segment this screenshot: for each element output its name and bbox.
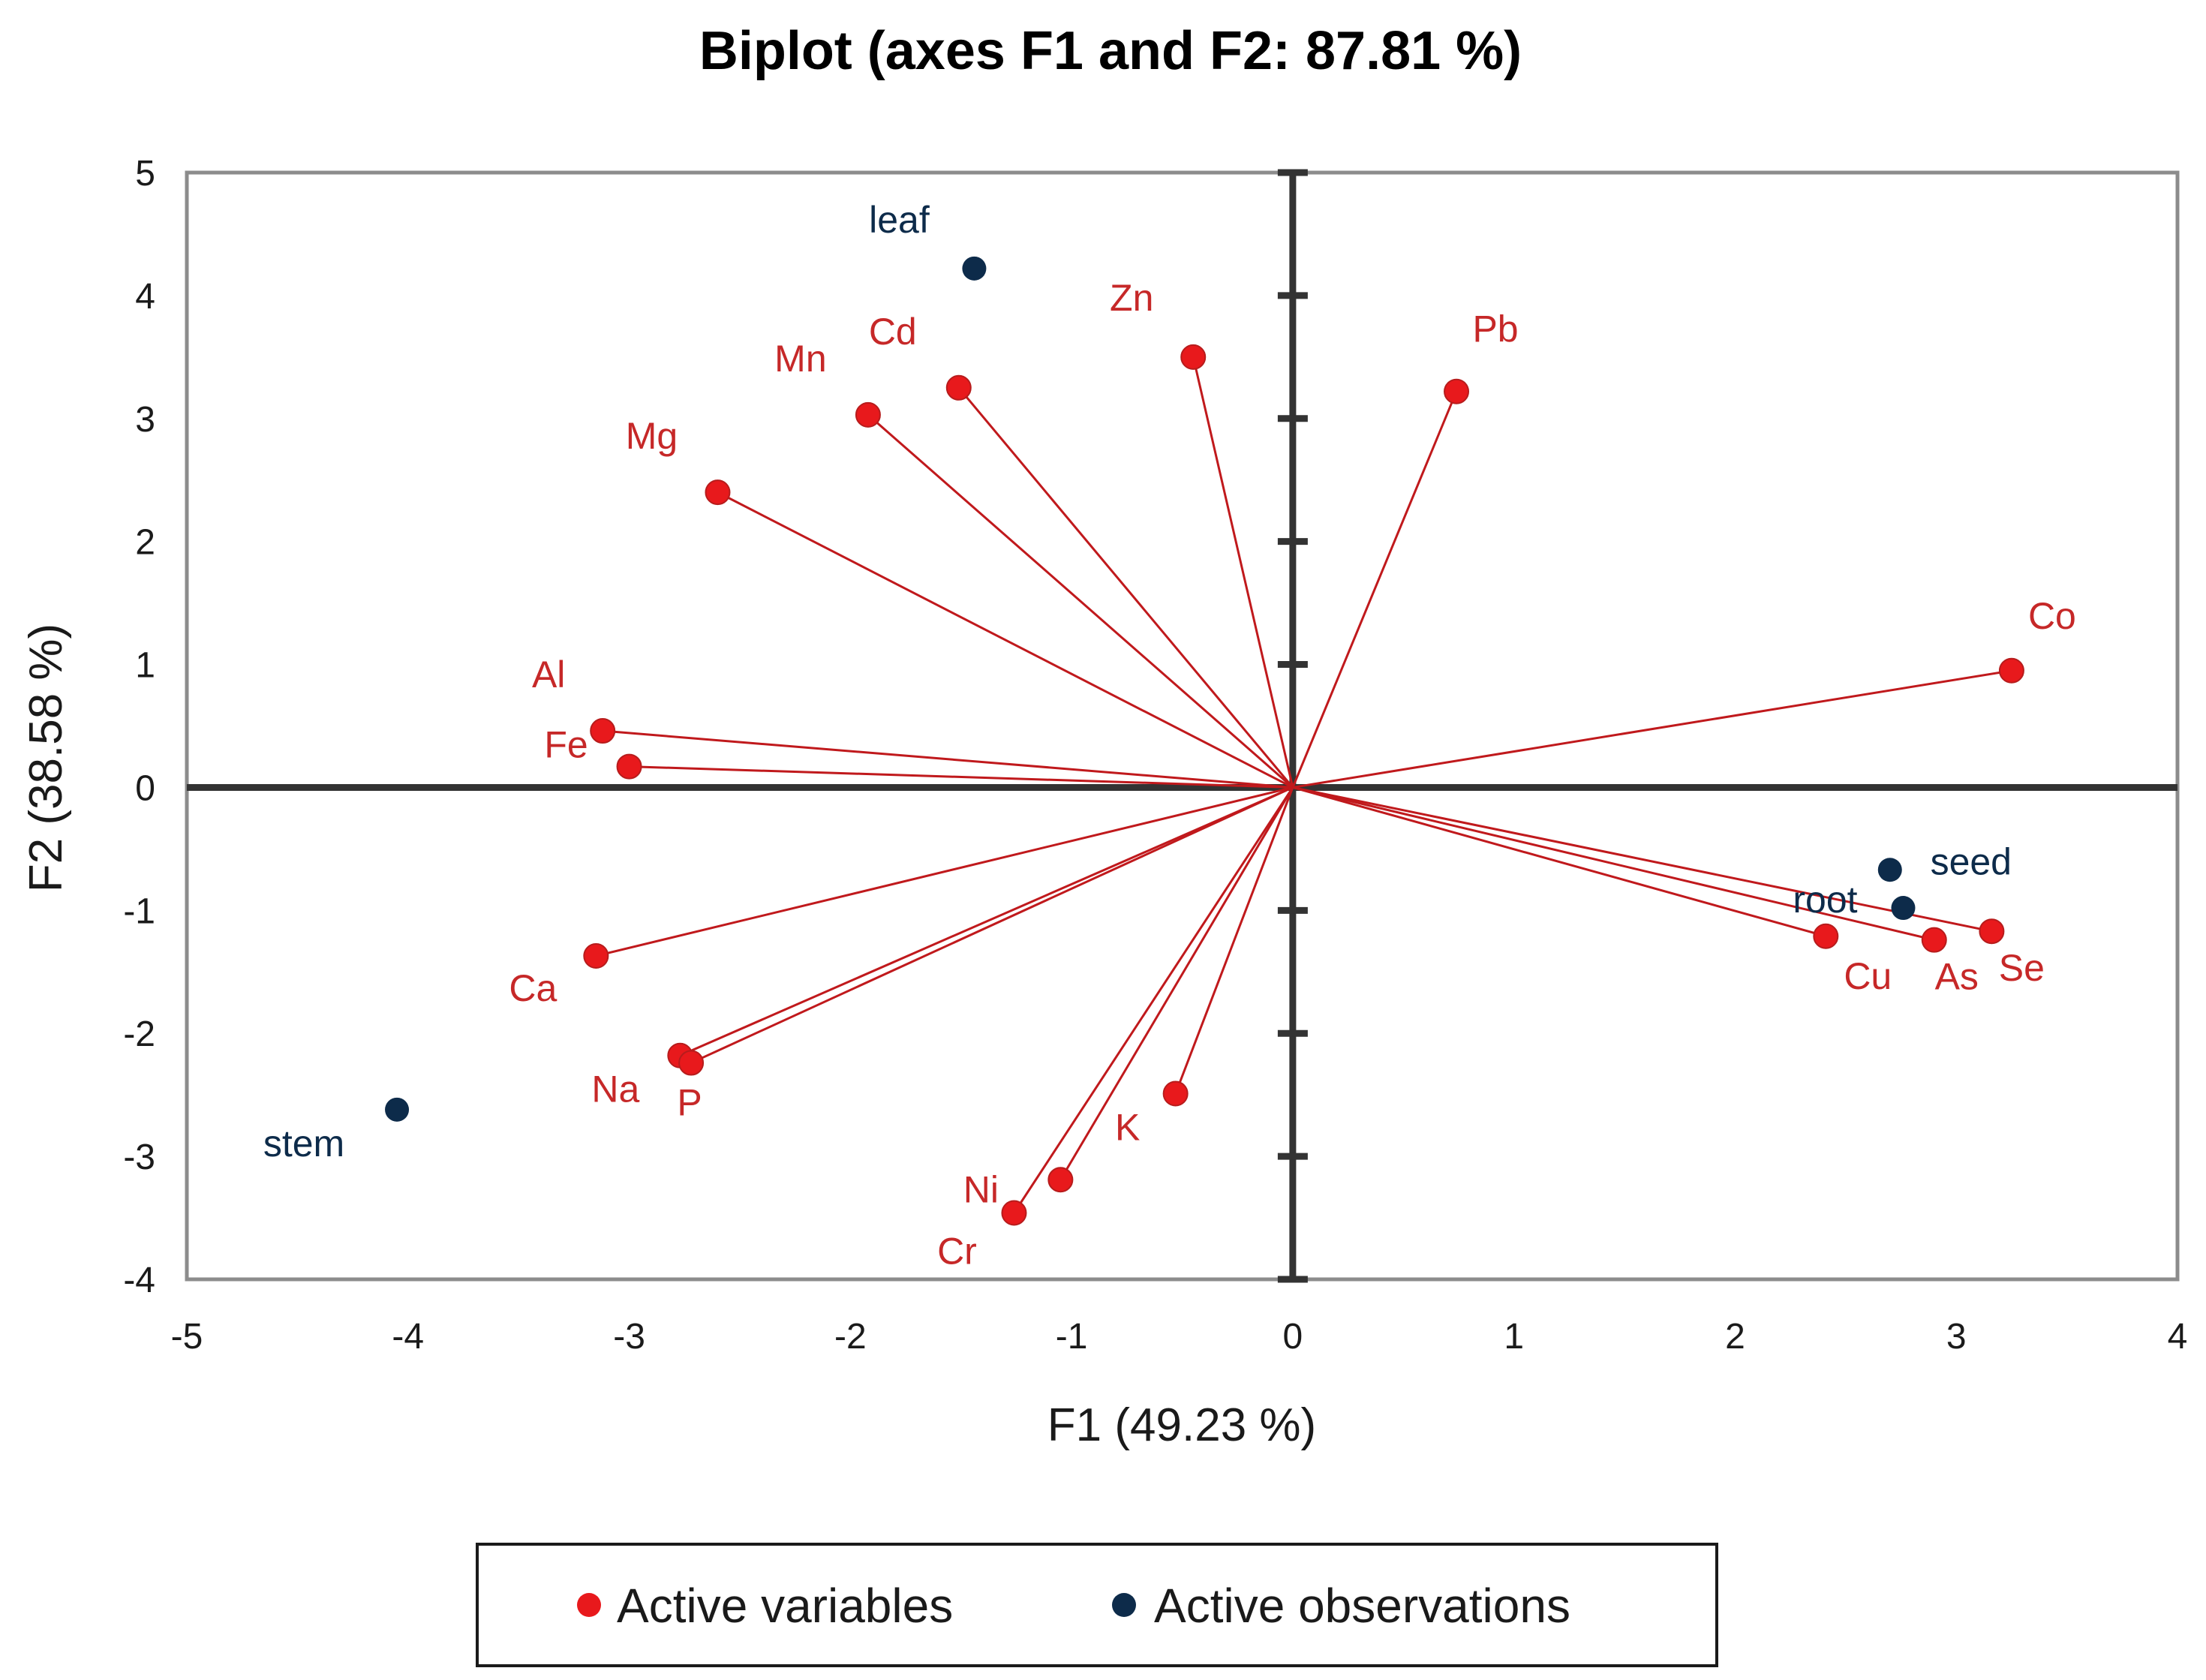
observation-point-root xyxy=(1891,896,1916,921)
variable-point-al xyxy=(590,718,616,744)
vector-line-na xyxy=(679,786,1294,1057)
variable-label-mn: Mn xyxy=(774,338,826,380)
observation-label-leaf: leaf xyxy=(869,199,930,241)
y-tick-label: 0 xyxy=(135,768,155,808)
x-tick-label: -5 xyxy=(171,1317,203,1357)
variable-label-co: Co xyxy=(2028,595,2076,637)
variable-point-co xyxy=(1998,657,2024,684)
variable-point-se xyxy=(1979,918,2005,945)
vector-line-cu xyxy=(1292,786,1826,938)
variable-label-k: K xyxy=(1115,1107,1140,1149)
x-tick-label: 2 xyxy=(1725,1317,1745,1357)
variable-label-mg: Mg xyxy=(626,415,678,457)
y-axis-title: F2 (38.58 %) xyxy=(20,624,72,892)
variable-label-al: Al xyxy=(532,654,565,696)
y-tick-label: 1 xyxy=(135,646,155,686)
variable-label-na: Na xyxy=(591,1068,639,1110)
variable-point-ni xyxy=(1047,1167,1074,1193)
variable-label-pb: Pb xyxy=(1472,308,1518,350)
legend-variable-marker xyxy=(577,1593,601,1617)
x-tick-label: -4 xyxy=(392,1317,424,1357)
vector-line-ni xyxy=(1059,786,1294,1181)
observation-label-stem: stem xyxy=(263,1123,344,1165)
y-tick-label: -2 xyxy=(123,1014,155,1054)
y-tick-label: 3 xyxy=(135,400,155,440)
y-tick-label: -3 xyxy=(123,1138,155,1177)
variable-point-cu xyxy=(1813,923,1839,949)
vector-line-pb xyxy=(1291,391,1458,789)
variable-label-cu: Cu xyxy=(1844,955,1892,997)
variable-point-k xyxy=(1162,1080,1189,1107)
variable-label-ni: Ni xyxy=(963,1168,999,1210)
legend-variable-label: Active variables xyxy=(617,1579,953,1633)
legend-observation-marker xyxy=(1112,1593,1136,1617)
vector-line-al xyxy=(603,729,1294,789)
legend: Active variables Active observations xyxy=(476,1543,1718,1667)
variable-point-fe xyxy=(616,753,642,780)
variable-point-cr xyxy=(1001,1200,1027,1226)
y-tick-label: -4 xyxy=(123,1261,155,1300)
variable-point-pb xyxy=(1444,378,1470,404)
variable-point-mg xyxy=(705,479,731,506)
y-tick-label: 4 xyxy=(135,277,155,317)
observation-label-seed: seed xyxy=(1931,840,2012,882)
plot-frame xyxy=(185,170,2180,1282)
vector-line-ca xyxy=(595,786,1294,957)
vector-line-k xyxy=(1174,786,1294,1095)
x-axis-title: F1 (49.23 %) xyxy=(1047,1399,1316,1451)
variable-label-ca: Ca xyxy=(509,967,557,1009)
y-tick-label: 2 xyxy=(135,523,155,563)
variable-label-zn: Zn xyxy=(1110,277,1153,319)
y-tick-label: -1 xyxy=(123,891,155,931)
vector-line-as xyxy=(1292,786,1935,942)
vector-line-cd xyxy=(957,386,1294,789)
x-tick-label: -2 xyxy=(834,1317,867,1357)
variable-point-zn xyxy=(1180,344,1207,370)
variable-point-mn xyxy=(855,401,881,428)
x-tick-label: 3 xyxy=(1946,1317,1967,1357)
legend-box xyxy=(476,1543,1718,1667)
x-tick-label: -1 xyxy=(1056,1317,1088,1357)
observation-point-stem xyxy=(385,1097,410,1122)
variable-label-se: Se xyxy=(1999,947,2045,989)
x-tick-label: 4 xyxy=(2168,1317,2188,1357)
vector-line-zn xyxy=(1192,356,1294,788)
y-tick-label: 5 xyxy=(135,154,155,194)
vector-line-mg xyxy=(717,491,1294,789)
chart-title: Biplot (axes F1 and F2: 87.81 %) xyxy=(699,21,1522,81)
vector-line-se xyxy=(1292,786,1992,933)
x-tick-label: 1 xyxy=(1504,1317,1524,1357)
vector-line-p xyxy=(690,786,1294,1064)
variable-point-cd xyxy=(945,374,972,401)
variable-label-cd: Cd xyxy=(869,311,917,353)
variable-point-as xyxy=(1921,927,1947,953)
vector-line-co xyxy=(1292,669,2012,789)
observation-label-root: root xyxy=(1793,879,1857,921)
variable-label-p: P xyxy=(677,1082,702,1124)
x-tick-label: -3 xyxy=(613,1317,645,1357)
vector-line-fe xyxy=(629,765,1293,789)
vector-line-mn xyxy=(867,413,1294,789)
variable-label-fe: Fe xyxy=(544,724,588,766)
variable-point-ca xyxy=(583,942,609,969)
legend-observation-label: Active observations xyxy=(1154,1579,1570,1633)
variable-label-cr: Cr xyxy=(937,1231,977,1273)
vector-line-cr xyxy=(1013,786,1294,1214)
variable-label-as: As xyxy=(1935,956,1979,998)
observation-point-seed xyxy=(1877,858,1902,882)
observation-point-leaf xyxy=(962,256,987,281)
x-tick-label: 0 xyxy=(1283,1317,1303,1357)
variable-point-p xyxy=(678,1050,705,1076)
